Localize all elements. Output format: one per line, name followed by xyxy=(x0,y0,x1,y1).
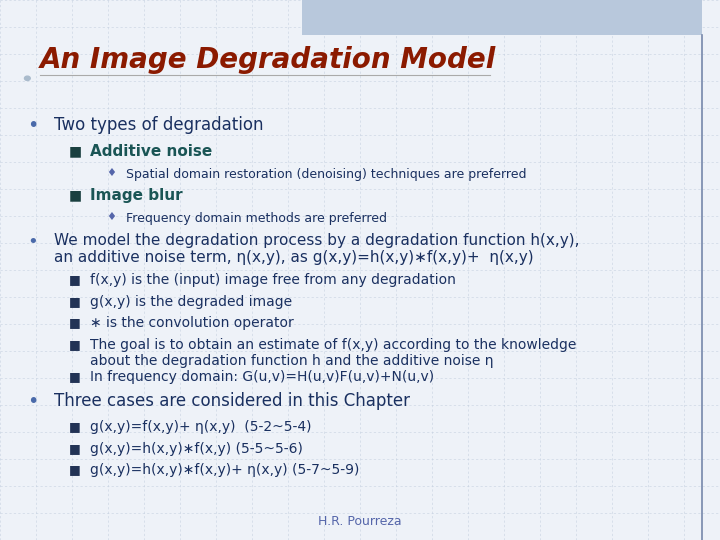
Text: ♦: ♦ xyxy=(107,168,117,178)
Text: Spatial domain restoration (denoising) techniques are preferred: Spatial domain restoration (denoising) t… xyxy=(126,168,526,181)
Text: g(x,y)=f(x,y)+ η(x,y)  (5-2~5-4): g(x,y)=f(x,y)+ η(x,y) (5-2~5-4) xyxy=(90,420,312,434)
Text: ■: ■ xyxy=(68,463,80,476)
Text: Image blur: Image blur xyxy=(90,188,183,204)
Circle shape xyxy=(24,76,30,80)
Text: An Image Degradation Model: An Image Degradation Model xyxy=(40,46,496,74)
Text: ■: ■ xyxy=(68,188,81,202)
Text: Three cases are considered in this Chapter: Three cases are considered in this Chapt… xyxy=(54,392,410,410)
Text: ■: ■ xyxy=(68,316,80,329)
Text: ■: ■ xyxy=(68,144,81,158)
Text: ♦: ♦ xyxy=(107,212,117,222)
Text: We model the degradation process by a degradation function h(x,y),
an additive n: We model the degradation process by a de… xyxy=(54,233,580,265)
Text: g(x,y) is the degraded image: g(x,y) is the degraded image xyxy=(90,295,292,309)
Text: ■: ■ xyxy=(68,442,80,455)
Text: ■: ■ xyxy=(68,295,80,308)
Text: •: • xyxy=(27,233,38,251)
Text: ∗ is the convolution operator: ∗ is the convolution operator xyxy=(90,316,294,330)
Text: ■: ■ xyxy=(68,338,80,351)
Text: ■: ■ xyxy=(68,420,80,433)
Bar xyxy=(302,0,702,35)
Text: The goal is to obtain an estimate of f(x,y) according to the knowledge
about the: The goal is to obtain an estimate of f(x… xyxy=(90,338,577,368)
Text: ■: ■ xyxy=(68,370,80,383)
Text: H.R. Pourreza: H.R. Pourreza xyxy=(318,515,402,528)
Text: Frequency domain methods are preferred: Frequency domain methods are preferred xyxy=(126,212,387,225)
Text: g(x,y)=h(x,y)∗f(x,y)+ η(x,y) (5-7~5-9): g(x,y)=h(x,y)∗f(x,y)+ η(x,y) (5-7~5-9) xyxy=(90,463,359,477)
Text: Additive noise: Additive noise xyxy=(90,144,212,159)
Text: •: • xyxy=(27,116,39,135)
Text: g(x,y)=h(x,y)∗f(x,y) (5-5~5-6): g(x,y)=h(x,y)∗f(x,y) (5-5~5-6) xyxy=(90,442,303,456)
Text: f(x,y) is the (input) image free from any degradation: f(x,y) is the (input) image free from an… xyxy=(90,273,456,287)
Text: •: • xyxy=(27,392,39,411)
Text: In frequency domain: G(u,v)=H(u,v)F(u,v)+N(u,v): In frequency domain: G(u,v)=H(u,v)F(u,v)… xyxy=(90,370,434,384)
Text: ■: ■ xyxy=(68,273,80,286)
Text: Two types of degradation: Two types of degradation xyxy=(54,116,264,134)
